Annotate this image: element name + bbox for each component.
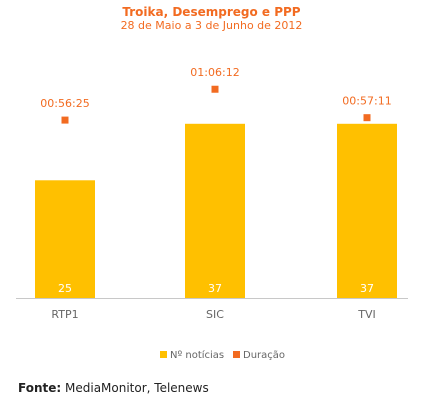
bar-sic [185,123,245,299]
x-tick-label: SIC [206,308,224,321]
duration-point [211,85,219,93]
bar-value-label: 25 [58,282,72,295]
source-note: Fonte: MediaMonitor, Telenews [18,381,209,395]
legend-swatch [233,351,240,358]
x-tick-label: RTP1 [51,308,78,321]
legend-swatch [160,351,167,358]
legend-label: Nº notícias [170,349,224,361]
chart-title: Troika, Desemprego e PPP [122,5,301,19]
duration-label: 00:56:25 [40,97,89,110]
chart-subtitle: 28 de Maio a 3 de Junho de 2012 [120,19,303,32]
duration-point [61,116,69,124]
bar-tvi [337,123,397,299]
duration-point [363,114,371,122]
bar-value-label: 37 [360,282,374,295]
legend-label: Duração [243,350,285,361]
bar-rtp1 [35,180,95,298]
x-tick-label: TVI [357,308,376,321]
duration-label: 00:57:11 [342,95,391,108]
bar-value-label: 37 [208,282,222,295]
source-text: MediaMonitor, Telenews [65,381,209,395]
source-label: Fonte: [18,381,62,395]
duration-label: 01:06:12 [190,66,239,79]
